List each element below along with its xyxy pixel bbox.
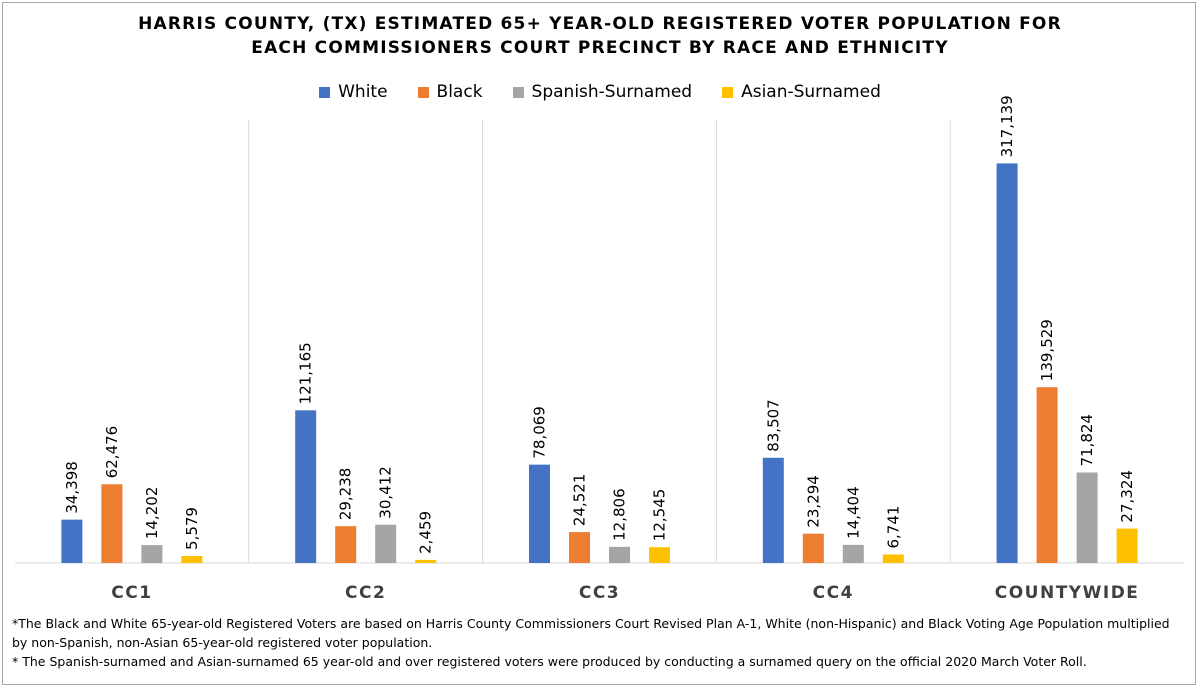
footnotes: *The Black and White 65-year-old Registe… (12, 614, 1188, 671)
bar-white-cc4 (763, 458, 784, 563)
data-label-spanish-surnamed-cc2: 30,412 (377, 466, 395, 519)
bar-spanish-surnamed-cc2 (375, 525, 396, 563)
data-label-black-cc1: 62,476 (103, 426, 121, 479)
bar-spanish-surnamed-cc4 (843, 545, 864, 563)
bar-black-cc3 (569, 532, 590, 563)
x-tick-label-cc4: CC4 (813, 583, 854, 603)
bar-asian-surnamed-cc1 (181, 556, 202, 563)
data-label-asian-surnamed-countywide: 27,324 (1118, 470, 1136, 523)
bar-asian-surnamed-countywide (1117, 529, 1138, 563)
bar-white-cc2 (295, 410, 316, 563)
bar-asian-surnamed-cc4 (883, 555, 904, 563)
data-label-black-cc4: 23,294 (804, 475, 822, 528)
bar-black-cc2 (335, 526, 356, 563)
footnote-1: *The Black and White 65-year-old Registe… (12, 614, 1188, 652)
data-label-asian-surnamed-cc1: 5,579 (183, 507, 201, 550)
x-tick-label-cc1: CC1 (111, 583, 152, 603)
data-label-asian-surnamed-cc4: 6,741 (884, 506, 902, 549)
bar-asian-surnamed-cc2 (415, 560, 436, 563)
data-label-black-cc3: 24,521 (571, 474, 589, 527)
data-label-white-cc1: 34,398 (63, 461, 81, 514)
data-label-spanish-surnamed-cc3: 12,806 (611, 488, 629, 541)
bar-black-cc1 (101, 484, 122, 563)
data-label-spanish-surnamed-cc4: 14,404 (844, 486, 862, 539)
bar-black-cc4 (803, 534, 824, 563)
data-label-spanish-surnamed-cc1: 14,202 (143, 487, 161, 540)
data-label-asian-surnamed-cc3: 12,545 (651, 489, 669, 542)
data-label-white-cc3: 78,069 (531, 406, 549, 459)
x-tick-label-countywide: COUNTYWIDE (995, 583, 1140, 603)
bar-spanish-surnamed-cc1 (141, 545, 162, 563)
data-label-asian-surnamed-cc2: 2,459 (417, 511, 435, 554)
bar-white-countywide (997, 163, 1018, 563)
bar-asian-surnamed-cc3 (649, 547, 670, 563)
data-label-white-cc4: 83,507 (764, 399, 782, 452)
bar-white-cc1 (61, 520, 82, 563)
data-label-black-countywide: 139,529 (1038, 319, 1056, 381)
bar-spanish-surnamed-countywide (1077, 473, 1098, 563)
bar-white-cc3 (529, 465, 550, 563)
x-tick-label-cc3: CC3 (579, 583, 620, 603)
data-label-black-cc2: 29,238 (337, 468, 355, 521)
data-label-spanish-surnamed-countywide: 71,824 (1078, 414, 1096, 467)
data-label-white-countywide: 317,139 (998, 95, 1016, 157)
x-tick-label-cc2: CC2 (345, 583, 386, 603)
data-label-white-cc2: 121,165 (297, 342, 315, 404)
bar-black-countywide (1037, 387, 1058, 563)
footnote-2: * The Spanish-surnamed and Asian-surname… (12, 652, 1188, 671)
bar-chart-plot: 34,398 62,476 14,202 5,579 CC1 121,165 29,238 3… (0, 0, 1200, 689)
bar-spanish-surnamed-cc3 (609, 547, 630, 563)
